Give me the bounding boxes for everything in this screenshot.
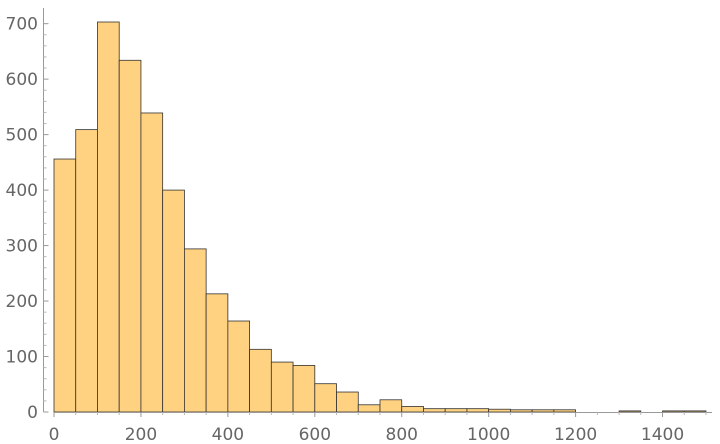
- histogram-bar-19: [466, 408, 490, 413]
- histogram-bar-4: [140, 112, 164, 413]
- y-tick-label: 100: [6, 348, 38, 368]
- x-ticks-group: 0 200 400 600 800 1000 1200 1400: [49, 412, 707, 444]
- histogram-bar-13: [336, 391, 359, 413]
- histogram-bar-21: [509, 409, 533, 413]
- y-tick-label: 500: [6, 126, 38, 146]
- histogram-bar-22: [531, 409, 555, 413]
- histogram-bar-6: [183, 248, 207, 413]
- y-tick-label: 300: [6, 237, 38, 257]
- histogram-bar-17: [423, 408, 446, 413]
- histogram-bar-12: [314, 383, 337, 413]
- x-tick-label: 600: [299, 425, 331, 444]
- histogram-bar-16: [401, 406, 424, 413]
- y-tick-label: 400: [6, 181, 38, 201]
- histogram-bar-15: [379, 399, 403, 413]
- x-tick-label: 400: [212, 425, 244, 444]
- histogram-bar-8: [227, 320, 251, 413]
- histogram-bar-1: [75, 129, 98, 413]
- histogram-bar-26: [618, 410, 642, 413]
- histogram-bar-10: [270, 361, 294, 413]
- y-tick-label: 0: [27, 403, 38, 423]
- histogram-bar-11: [292, 364, 316, 413]
- histogram-bar-28: [662, 410, 685, 413]
- x-tick-label: 0: [49, 425, 60, 444]
- histogram-bar-5: [162, 189, 185, 413]
- y-tick-label: 700: [6, 15, 38, 35]
- x-tick-label: 200: [125, 425, 157, 444]
- bars-group: [53, 21, 707, 413]
- y-ticks-group: 0 100 200 300 400 500 600 700: [6, 15, 49, 423]
- y-tick-label: 600: [6, 70, 38, 90]
- x-tick-label: 1400: [641, 425, 684, 444]
- axes-group: [43, 8, 712, 413]
- histogram-bar-9: [249, 348, 272, 413]
- x-tick-label: 1200: [554, 425, 597, 444]
- x-tick-label: 800: [386, 425, 418, 444]
- histogram-bar-7: [205, 293, 229, 413]
- histogram-bar-2: [97, 21, 120, 413]
- histogram-bar-20: [488, 408, 511, 413]
- histogram-bar-29: [683, 410, 707, 413]
- x-tick-label: 1000: [467, 425, 510, 444]
- y-tick-label: 200: [6, 292, 38, 312]
- histogram-bar-0: [53, 158, 77, 413]
- histogram-bar-23: [553, 409, 576, 413]
- histogram-bar-14: [357, 404, 381, 413]
- histogram-bar-18: [444, 408, 468, 413]
- histogram-bar-3: [118, 59, 142, 413]
